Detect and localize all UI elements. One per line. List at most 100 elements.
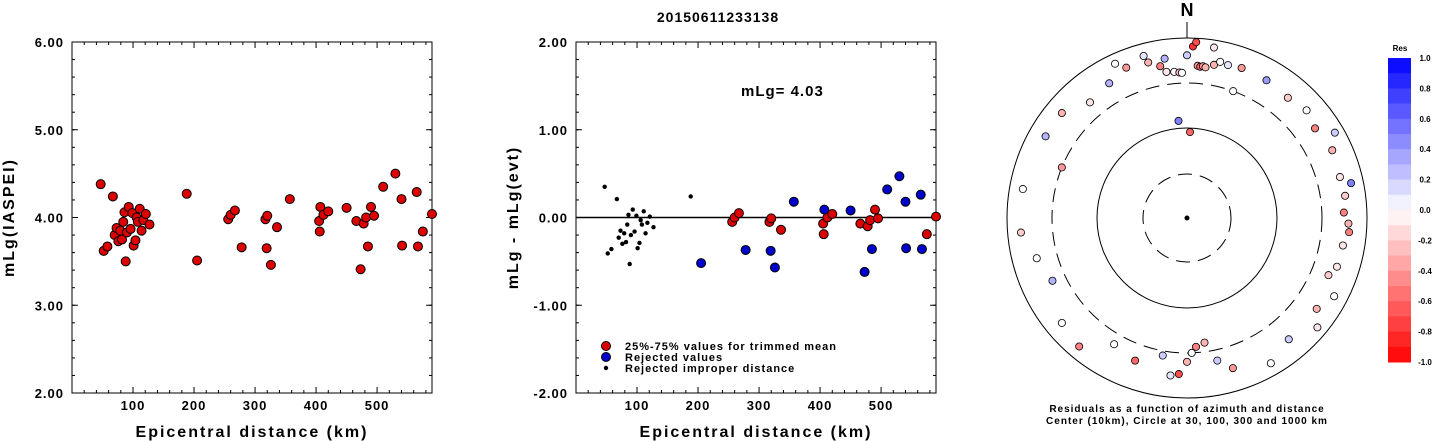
data-point (262, 210, 273, 221)
improper-point (618, 228, 623, 233)
colorbar-swatch (1388, 270, 1411, 287)
legend-marker (601, 341, 611, 351)
colorbar-swatch (1388, 255, 1411, 272)
used-point (776, 224, 787, 235)
data-point (117, 234, 128, 245)
y-tick-label: 1.00 (539, 123, 568, 138)
polar-point (1339, 208, 1348, 217)
rejected-point (866, 244, 877, 255)
data-point (369, 210, 380, 221)
polar-point (1266, 359, 1275, 368)
colorbar-swatch (1388, 194, 1411, 211)
colorbar-title: Res (1393, 44, 1408, 53)
caption-line-2: Center (10km), Circle at 30, 100, 300 an… (1046, 416, 1328, 427)
colorbar-tick-labels: 1.0 0.8 0.6 0.4 0.2 0.0 -0.2 -0.4 -0.6 -0.8 -1.0 (1418, 54, 1432, 367)
data-point (144, 219, 155, 230)
data-point (107, 191, 118, 202)
y-tick-label: 2.00 (35, 386, 64, 401)
colorbar-swatch (1388, 210, 1411, 226)
rejected-point (916, 244, 927, 255)
improper-point (620, 241, 625, 247)
colorbar-swatch (1388, 225, 1411, 241)
y-tick-labels: 2.00 3.00 4.00 5.00 6.00 (35, 35, 432, 401)
polar-point (1111, 59, 1120, 68)
improper-point (635, 246, 640, 251)
polar-point (1187, 348, 1196, 357)
mlg-annotation: mLg= 4.03 (741, 83, 824, 100)
polar-point (1057, 109, 1066, 118)
polar-point (1057, 318, 1066, 327)
rejected-point (765, 245, 776, 256)
legend-label: Rejected values (625, 352, 723, 364)
colorbar-swatch (1388, 88, 1411, 105)
improper-point (614, 196, 620, 202)
data-point (397, 240, 408, 251)
polar-point (1345, 228, 1354, 237)
colorbar-swatch (1388, 331, 1411, 348)
colorbar-swatch (1388, 179, 1411, 196)
improper-point (630, 207, 635, 212)
y-tick-label: 3.00 (35, 298, 64, 313)
x-tick-label: 200 (686, 398, 711, 413)
improper-point (623, 239, 629, 245)
rejected-point (769, 262, 780, 273)
colorbar-tick-label: 0.2 (1419, 176, 1431, 185)
polar-point (1085, 98, 1094, 107)
improper-point (637, 240, 642, 246)
colorbar: Res 1.0 0.8 0.6 0.4 0.2 0.0 -0.2 -0.4 -0.6 -0.8 -1… (1388, 44, 1432, 367)
improper-point (609, 246, 614, 252)
colorbar-swatch (1388, 164, 1411, 181)
polar-point (1200, 338, 1209, 347)
polar-point (1223, 61, 1232, 70)
circle-300km (1051, 82, 1323, 354)
legend-label: Rejected improper distance (625, 363, 795, 375)
polar-point (1174, 370, 1183, 379)
legend: 25%-75% values for trimmed meanRejected … (601, 341, 837, 375)
data-point (314, 226, 325, 237)
polar-point (1162, 67, 1171, 76)
polar-point (1122, 63, 1131, 72)
polar-point (1284, 335, 1293, 344)
data-point (265, 259, 276, 270)
polar-point (1330, 292, 1339, 301)
used-point (869, 204, 880, 215)
colorbar-tick-label: 0.0 (1419, 206, 1431, 215)
rejected-point (819, 204, 830, 215)
improper-point (616, 235, 621, 240)
legend-label: 25%-75% values for trimmed mean (625, 341, 837, 353)
caption-line-1: Residuals as a function of azimuth and d… (1049, 404, 1324, 415)
polar-point (1177, 68, 1186, 77)
improper-point (651, 224, 656, 230)
polar-point (1174, 116, 1183, 125)
polar-point (1311, 124, 1320, 133)
used-point (921, 229, 932, 240)
y-tick-label: 5.00 (35, 123, 64, 138)
polar-point (1048, 276, 1057, 285)
polar-point (1228, 364, 1237, 373)
polar-point (1158, 351, 1167, 360)
colorbar-tick-label: -0.8 (1418, 328, 1432, 337)
improper-point (627, 261, 632, 267)
y-tick-label: 4.00 (35, 211, 64, 226)
improper-point (605, 251, 610, 256)
polar-point (1237, 63, 1246, 72)
data-point (95, 179, 106, 190)
colorbar-swatches (1388, 58, 1411, 363)
y-tick-label: 0.00 (539, 211, 568, 226)
polar-point (1016, 228, 1025, 237)
colorbar-swatch (1388, 118, 1411, 135)
rejected-point (859, 266, 870, 277)
rejected-point (740, 244, 751, 255)
data-point (411, 187, 422, 198)
x-tick-labels: 100 200 300 400 500 (83, 42, 427, 413)
panel-polar-residuals: N Residuals as a function of azimuth and… (1006, 0, 1368, 427)
colorbar-tick-label: 1.0 (1419, 54, 1431, 63)
colorbar-tick-label: -0.4 (1418, 267, 1432, 276)
data-point (355, 264, 366, 275)
x-tick-label: 100 (121, 398, 146, 413)
polar-point (1186, 128, 1195, 137)
colorbar-swatch (1388, 286, 1411, 302)
colorbar-swatch (1388, 73, 1411, 89)
legend-marker (601, 352, 611, 362)
polar-point (1166, 371, 1175, 380)
